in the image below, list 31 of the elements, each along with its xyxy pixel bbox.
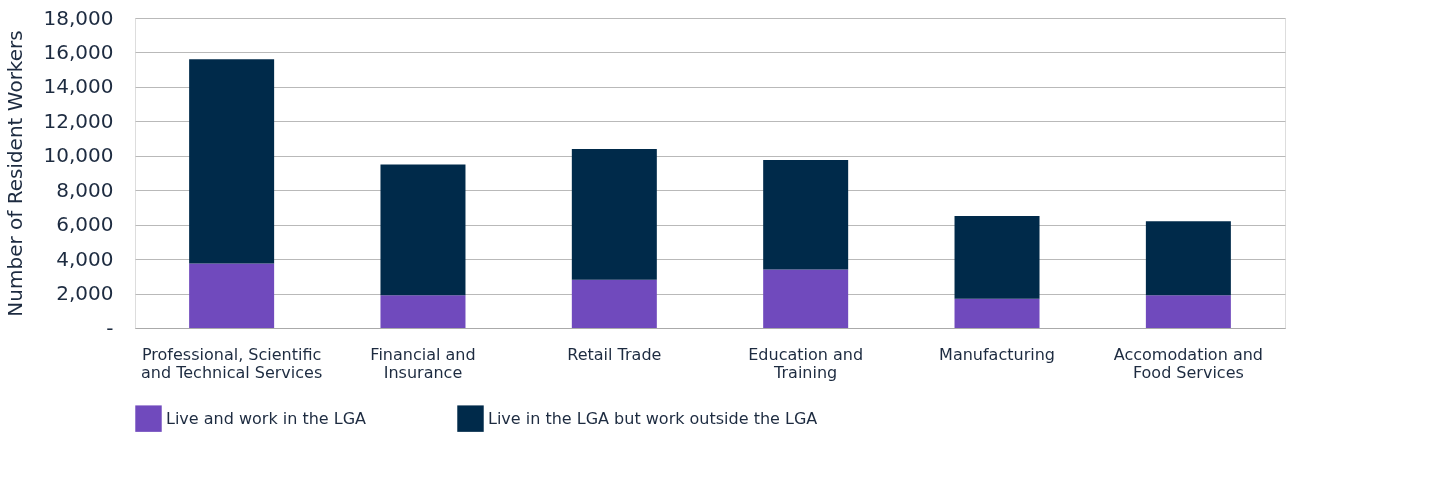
legend-label: Live in the LGA but work outside the LGA (488, 408, 818, 428)
bar (1145, 221, 1231, 296)
bar (1145, 295, 1231, 328)
bar (380, 164, 466, 296)
bar (954, 298, 1040, 328)
x-tick-label: Accomodation and Food Services (1113, 344, 1263, 382)
y-tick-label: 6,000 (56, 212, 114, 237)
y-tick-label: - (106, 315, 114, 340)
bar (380, 295, 466, 328)
y-tick-label: 12,000 (43, 108, 114, 133)
x-tick-label: Retail Trade (567, 344, 662, 364)
x-tick-label: Education and Training (748, 344, 864, 382)
y-axis-title: Number of Resident Workers (2, 30, 27, 317)
x-tick-label: Financial and Insurance (370, 344, 476, 382)
bar (571, 148, 657, 280)
y-tick-label: 14,000 (43, 74, 114, 99)
x-tick-label: Manufacturing (939, 344, 1055, 364)
bar (763, 269, 849, 328)
bar (189, 263, 275, 328)
bar (189, 59, 275, 264)
y-tick-label: 8,000 (56, 177, 114, 202)
legend-label: Live and work in the LGA (166, 408, 367, 428)
bar (571, 279, 657, 328)
y-tick-label: 16,000 (43, 39, 114, 64)
y-tick-label: 2,000 (56, 281, 114, 306)
y-tick-label: 4,000 (56, 246, 114, 271)
bar (954, 216, 1040, 299)
x-tick-label: Professional, Scientific and Technical Services (141, 344, 323, 382)
bar (763, 160, 849, 270)
y-tick-label: 18,000 (43, 5, 114, 30)
y-tick-label: 10,000 (43, 143, 114, 168)
